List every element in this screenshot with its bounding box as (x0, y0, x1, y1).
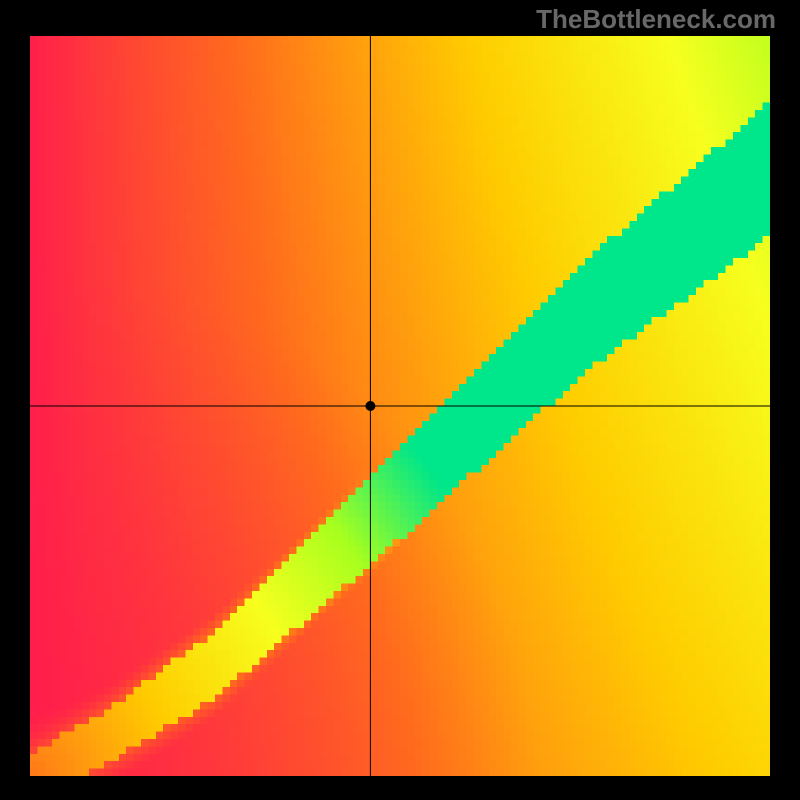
watermark-text: TheBottleneck.com (536, 4, 776, 35)
chart-container: TheBottleneck.com (0, 0, 800, 800)
bottleneck-heatmap-canvas (30, 36, 770, 776)
